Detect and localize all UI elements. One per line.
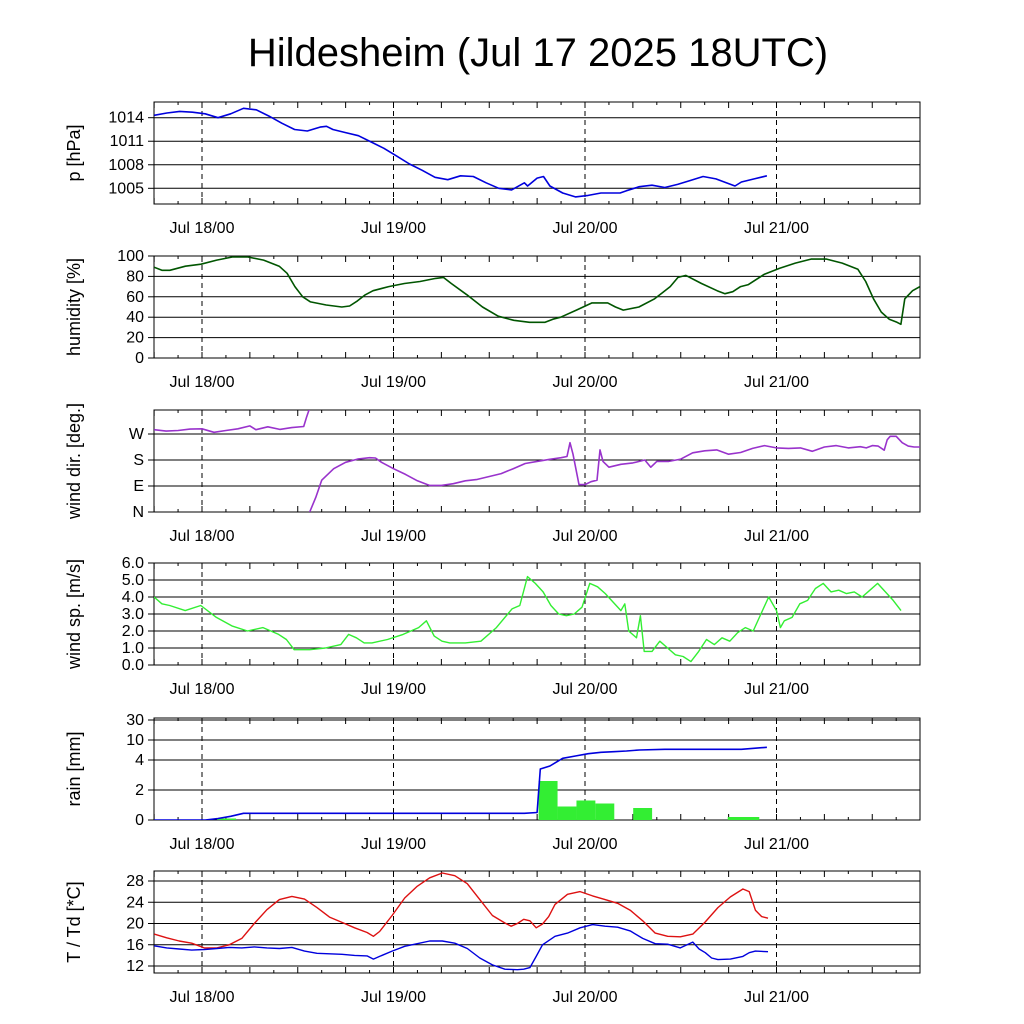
pressure-series-group [154,107,768,198]
y-tick-label: W [129,426,145,443]
y-axis-label: rain [mm] [64,731,84,806]
rain-series-group [154,746,767,820]
plot-frame [153,717,921,821]
x-tick-label: Jul 21/00 [744,220,809,237]
rain-total-line [154,746,767,820]
panel-rain: 0 2 4 10 30 Jul 18/00 Jul 19/00 Jul 20/00 Jul 21… [64,712,921,853]
plot-frame [153,409,921,513]
panel-humidity: 0 20 40 60 80 100 Jul 18/00 Jul 19/00 Jul 20/00 J… [64,248,921,391]
rain-bar [576,800,596,820]
x-tick-label: Jul 21/00 [744,528,809,545]
y-tick-label: 20 [126,916,144,933]
wind-direction-trace [154,410,310,434]
x-tick-label: Jul 20/00 [553,989,618,1006]
y-tick-label: 2.0 [122,623,144,640]
y-tick-label: 1011 [110,133,145,150]
x-tick-label: Jul 19/00 [361,220,426,237]
x-tick-label: Jul 20/00 [553,528,618,545]
y-tick-label: 1005 [108,180,144,197]
y-tick-label: 6.0 [122,555,144,572]
panels: 1005 1008 1011 1014 Jul 18/00 Jul 19/00 Jul 20… [64,101,921,1006]
humidity-series-group [154,256,920,326]
x-tick-label: Jul 19/00 [361,836,426,853]
y-tick-label: E [133,478,144,495]
x-tick-label: Jul 19/00 [361,528,426,545]
y-tick-label: 28 [126,873,144,890]
x-tick-label: Jul 18/00 [170,374,235,391]
x-tick-label: Jul 18/00 [170,836,235,853]
temperature-series-group [154,872,769,971]
rain-bar [595,803,615,820]
y-tick-label: 2 [135,782,144,799]
x-tick-label: Jul 18/00 [170,528,235,545]
rain-bar [538,781,558,820]
y-axis-label: humidity [%] [64,258,84,356]
chart-title: Hildesheim (Jul 17 2025 18UTC) [248,31,828,75]
y-tick-label: 5.0 [122,572,144,589]
rain-bar [633,808,653,820]
x-tick-label: Jul 20/00 [553,220,618,237]
y-axis-label: wind dir. [deg.] [64,403,84,520]
wind-speed-line [154,575,902,663]
y-tick-label: 60 [126,289,144,306]
rain-bar [557,806,577,820]
y-tick-label: N [132,504,144,521]
y-tick-label: 4 [135,752,144,769]
panel-temperature-dewpoint: 12 16 20 24 28 Jul 18/00 Jul 19/00 Jul 20/00 Jul… [64,870,921,1006]
x-tick-label: Jul 19/00 [361,681,426,698]
plot-frame [153,101,921,205]
x-tick-label: Jul 21/00 [744,681,809,698]
y-tick-label: 40 [126,309,144,326]
y-axis-label: p [hPa] [64,124,84,181]
y-tick-label: S [133,452,144,469]
y-tick-label: 0 [135,812,144,829]
y-tick-label: 12 [126,958,144,975]
y-axis-label: wind sp. [m/s] [64,559,84,670]
y-tick-label: 20 [126,330,144,347]
x-tick-label: Jul 20/00 [553,374,618,391]
x-tick-label: Jul 18/00 [170,220,235,237]
x-tick-label: Jul 21/00 [744,989,809,1006]
y-tick-label: 1.0 [122,640,144,657]
humidity-line [154,256,920,326]
y-tick-label: 16 [126,937,144,954]
temperature-line [154,872,769,949]
dewpoint-line [154,923,769,971]
x-tick-label: Jul 21/00 [744,374,809,391]
rain-bar [727,817,760,820]
plot-frame [153,255,921,359]
panel-pressure: 1005 1008 1011 1014 Jul 18/00 Jul 19/00 Jul 20… [64,101,921,237]
y-tick-label: 24 [126,894,144,911]
y-tick-label: 1014 [108,110,144,127]
y-tick-label: 3.0 [122,606,144,623]
pressure-line [154,107,768,198]
x-tick-label: Jul 21/00 [744,836,809,853]
y-tick-label: 0 [135,350,144,367]
plot-frame [153,562,921,666]
y-tick-label: 30 [126,712,144,729]
rain-bar [217,818,237,820]
x-tick-label: Jul 19/00 [361,374,426,391]
x-tick-label: Jul 18/00 [170,989,235,1006]
wind-speed-series-group [154,575,902,663]
x-tick-label: Jul 18/00 [170,681,235,698]
panel-wind-speed: 0.01.02.03.04.05.06.0 Jul 18/00 Jul 19/00 J… [64,555,921,698]
x-tick-label: Jul 19/00 [361,989,426,1006]
wind-direction-trace [308,435,920,512]
y-axis-label: T / Td [*C] [64,881,84,962]
x-tick-label: Jul 20/00 [553,836,618,853]
wind-direction-series-group [154,410,920,512]
y-tick-label: 100 [117,248,144,265]
x-tick-label: Jul 20/00 [553,681,618,698]
y-tick-label: 4.0 [122,589,144,606]
plot-frame [153,870,921,974]
y-tick-label: 10 [126,732,144,749]
y-tick-label: 0.0 [122,657,144,674]
y-tick-label: 1008 [108,157,144,174]
y-tick-label: 80 [126,268,144,285]
